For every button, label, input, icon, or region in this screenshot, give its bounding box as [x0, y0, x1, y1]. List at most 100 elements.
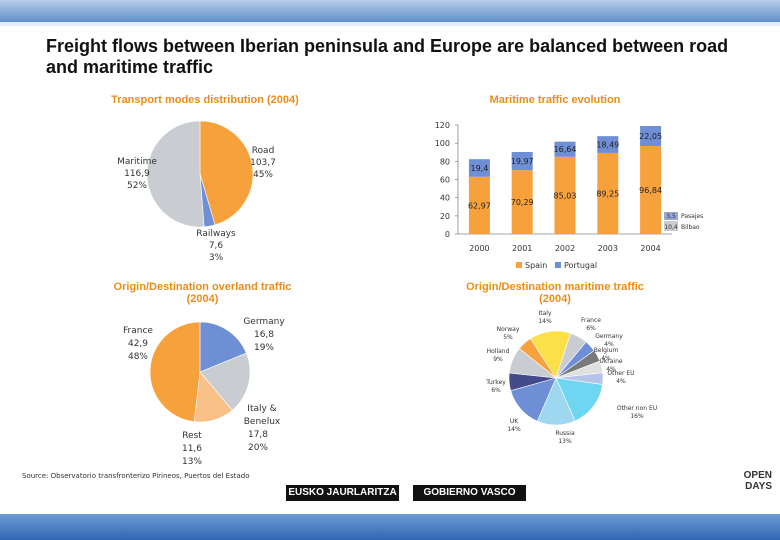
- maritime-pct-belgium: 4%: [601, 355, 611, 362]
- maritime-pct-ukraine: 4%: [606, 366, 616, 373]
- maritime-label-belgium: Belgium: [594, 347, 619, 354]
- bar-portugal-2003: [597, 136, 619, 153]
- maritime-pct-germany: 4%: [604, 341, 614, 348]
- bar-portugal-label-2000: 19,4: [470, 164, 488, 173]
- maritime-pct-other-non-eu: 16%: [630, 413, 644, 420]
- bar-spain-label-2004: 96,84: [639, 186, 662, 195]
- bar-ytick-label-0: 0: [445, 230, 450, 239]
- logo-text-left: EUSKO JAURLARITZA: [288, 487, 397, 498]
- legend-portugal-swatch: [555, 262, 561, 268]
- label-germany-0: Germany: [243, 317, 285, 327]
- top-banner: [0, 0, 780, 22]
- label-railways-0: Railways: [196, 229, 236, 239]
- label-italy-benelux-name-1: Benelux: [244, 417, 281, 427]
- label-road-2: 45%: [253, 170, 273, 180]
- bar-xtick-label-2003: 2003: [598, 244, 618, 253]
- bar-chart-title: Maritime traffic evolution: [489, 94, 621, 106]
- annot-pasajes-box: [664, 212, 678, 220]
- label-france-2: 48%: [128, 352, 148, 362]
- label-italy-benelux-value-0: 17,8: [248, 430, 268, 440]
- bar-portugal-2001: [511, 152, 533, 171]
- bar-spain-label-2003: 89,25: [596, 189, 619, 198]
- label-rest-1: 11,6: [182, 444, 202, 454]
- bar-portugal-label-2002: 16,64: [554, 145, 577, 154]
- bar-spain-label-2001: 70,29: [511, 198, 534, 207]
- label-france-1: 42,9: [128, 339, 148, 349]
- transport-pie-slice-road: [199, 120, 254, 226]
- maritime-label-italy: Italy: [538, 310, 551, 317]
- maritime-label-other-eu: Other EU: [607, 370, 634, 377]
- bar-spain-label-2000: 62,97: [468, 201, 491, 210]
- bar-ytick-label-1: 20: [440, 212, 450, 221]
- pie2-title: Origin/Destination overland traffic (200…: [113, 281, 292, 305]
- pie1-title: Transport modes distribution (2004): [111, 94, 299, 106]
- bar-portugal-2002: [554, 141, 576, 157]
- label-germany-1: 16,8: [254, 330, 274, 340]
- maritime-pct-italy: 14%: [538, 318, 552, 325]
- pie3-title: Origin/Destination maritime traffic (200…: [466, 281, 644, 305]
- logo-separator: [399, 485, 413, 501]
- bar-ytick-label-5: 100: [435, 139, 450, 148]
- maritime-label-norway: Norway: [497, 326, 520, 333]
- bar-xtick-label-2002: 2002: [555, 244, 575, 253]
- bar-xtick-label-2004: 2004: [640, 244, 660, 253]
- annot-bilbao-value: 10,4: [664, 224, 678, 231]
- maritime-label-other-non-eu: Other non EU: [617, 405, 657, 412]
- maritime-pct-turkey: 6%: [491, 387, 501, 394]
- transport-pie-slice-maritime: [146, 120, 205, 228]
- overland-pie-slice-france: [149, 321, 201, 422]
- maritime-label-uk: UK: [510, 418, 519, 425]
- bar-spain-2002: [554, 156, 576, 234]
- bar-xtick-label-2001: 2001: [512, 244, 532, 253]
- legend-spain-swatch: [516, 262, 522, 268]
- maritime-pct-other-eu: 4%: [616, 378, 626, 385]
- label-maritime-1: 116,9: [124, 169, 150, 179]
- open-days-line2: DAYS: [745, 481, 772, 492]
- annot-pasajes-value: 3,5: [666, 213, 676, 220]
- top-banner-stripe: [0, 22, 780, 26]
- maritime-label-germany: Germany: [595, 333, 623, 340]
- maritime-pie-slice-italy: [530, 330, 571, 379]
- label-railways-1: 7,6: [209, 241, 224, 251]
- label-road-1: 103,7: [250, 158, 276, 168]
- overland-pie-slice-germany: [199, 321, 247, 373]
- government-logo: EUSKO JAURLARITZA GOBIERNO VASCO: [286, 485, 526, 501]
- bar-portugal-2004: [640, 126, 662, 147]
- bar-portugal-label-2003: 18,49: [596, 141, 619, 150]
- annot-bilbao-label: Bilbao: [681, 224, 700, 231]
- maritime-label-ukraine: Ukraine: [599, 358, 622, 365]
- maritime-pct-uk: 14%: [507, 426, 521, 433]
- maritime-label-france: France: [581, 317, 601, 324]
- label-rest-2: 13%: [182, 457, 202, 467]
- label-road-0: Road: [252, 146, 275, 156]
- maritime-label-russia: Russia: [555, 430, 575, 437]
- bar-portugal-2000: [468, 159, 490, 177]
- open-days-line1: OPEN: [743, 470, 772, 481]
- open-days-logo: OPEN DAYS: [712, 470, 772, 492]
- label-germany-2: 19%: [254, 343, 274, 353]
- label-rest-0: Rest: [182, 431, 202, 441]
- bar-spain-label-2002: 85,03: [554, 191, 577, 200]
- page-title: Freight flows between Iberian peninsula …: [46, 36, 729, 77]
- annot-bilbao-box: [664, 221, 678, 231]
- bar-spain-2001: [511, 170, 533, 234]
- bar-portugal-label-2004: 22,05: [639, 132, 662, 141]
- maritime-pie-slice-other-non-eu: [555, 377, 603, 422]
- maritime-pct-russia: 13%: [558, 438, 572, 445]
- maritime-pct-france: 6%: [586, 325, 596, 332]
- label-railways-2: 3%: [209, 253, 224, 263]
- label-italy-benelux-value-1: 20%: [248, 443, 268, 453]
- legend-spain-label: Spain: [525, 261, 547, 270]
- bar-ytick-label-4: 80: [440, 157, 450, 166]
- bar-spain-2004: [640, 146, 662, 234]
- label-maritime-0: Maritime: [117, 157, 157, 167]
- bar-ytick-label-6: 120: [435, 121, 450, 130]
- maritime-label-turkey: Turkey: [485, 379, 506, 386]
- bar-spain-2003: [597, 152, 619, 234]
- maritime-label-holland: Holland: [487, 348, 510, 355]
- bar-ytick-label-2: 40: [440, 194, 450, 203]
- overland-pie-slice-italy-benelux: [199, 352, 251, 411]
- maritime-pct-holland: 9%: [493, 356, 503, 363]
- bottom-banner: [0, 514, 780, 540]
